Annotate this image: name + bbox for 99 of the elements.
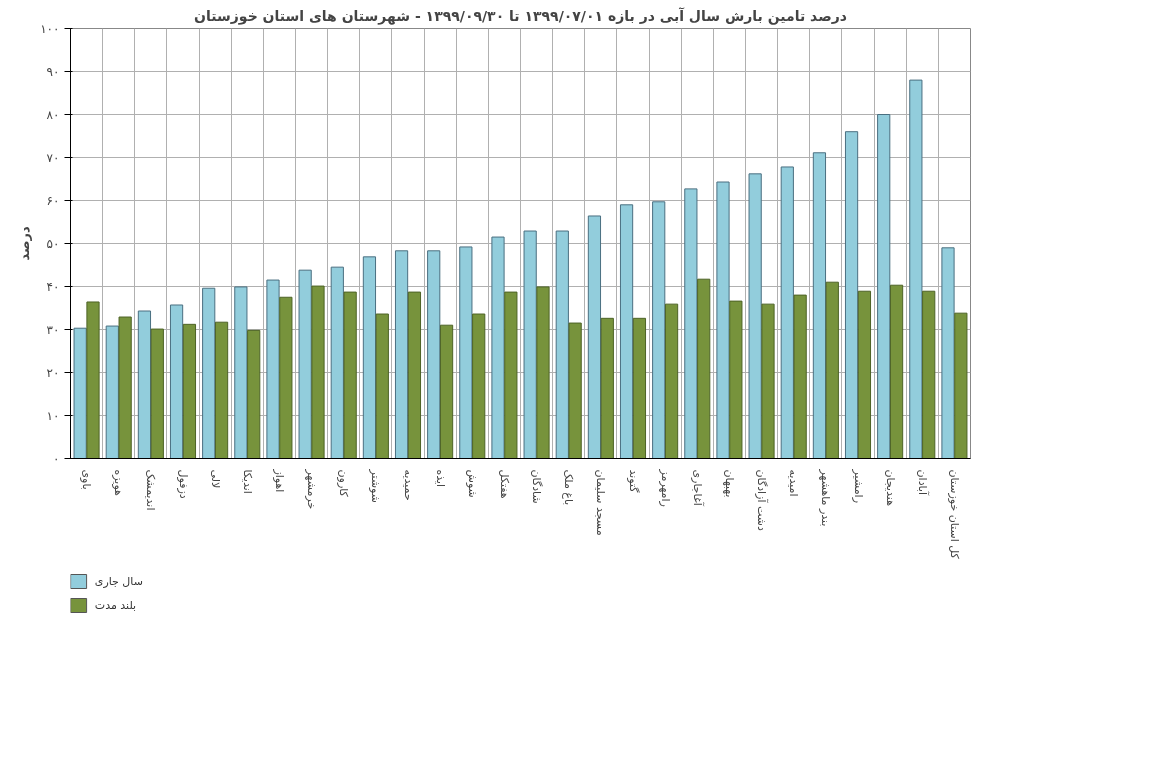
bar [652, 201, 666, 459]
bar [279, 296, 293, 459]
x-tick-label: رامشیر [851, 468, 865, 503]
bar [266, 279, 280, 459]
bar [427, 250, 441, 459]
x-tick-label: بهبهان [722, 469, 736, 498]
x-tick-label: امیدیه [787, 469, 801, 497]
y-axis-title: درصد [17, 226, 33, 261]
bar [343, 291, 357, 459]
bar [922, 290, 936, 459]
bar [697, 278, 711, 459]
x-tick-label: شوشتر [369, 468, 383, 504]
bar [780, 166, 794, 459]
x-tick-label: گتوند [626, 469, 640, 494]
bar [793, 294, 807, 459]
bar [844, 131, 859, 459]
x-tick-label: مسجد سلیمان [594, 469, 608, 536]
bar [375, 313, 389, 459]
y-tick-label: ۲۰ [46, 365, 60, 380]
bar [632, 317, 647, 459]
x-tick-label: آغاجاری [690, 469, 705, 507]
bar [234, 286, 248, 459]
x-tick-label: هندیجان [883, 469, 897, 507]
bar [600, 317, 614, 459]
bar [812, 152, 827, 459]
bar [439, 324, 454, 459]
x-tick-label: بندر ماهشهر [819, 468, 833, 527]
x-tick-label: اهواز [272, 468, 286, 493]
x-tick-label: لالی [208, 469, 222, 489]
bar [214, 321, 229, 459]
bar [941, 247, 955, 459]
bar [857, 290, 872, 459]
bar [761, 303, 775, 459]
bar [202, 287, 216, 459]
bar [311, 285, 325, 459]
x-tick-label: باوی [80, 469, 94, 490]
bar [729, 300, 743, 459]
y-tick-label: ۶۰ [46, 193, 60, 208]
bar [150, 328, 164, 459]
x-tick-label: هفتکل [497, 469, 511, 499]
legend-label: سال جاری [94, 575, 143, 588]
legend-label: بلند مدت [94, 599, 137, 612]
bar [472, 313, 486, 459]
y-tick-label: ۵۰ [46, 236, 60, 251]
bar [504, 291, 518, 459]
y-tick-label: ۱۰ [46, 408, 60, 423]
x-tick-label: اندیکا [240, 469, 254, 494]
bar [182, 323, 197, 459]
bar [748, 173, 762, 459]
bar [407, 291, 422, 459]
bar [825, 281, 839, 459]
x-tick-label: حمیدیه [401, 469, 415, 501]
x-tick-label: خرمشهر [305, 468, 319, 510]
bar [909, 79, 923, 459]
bar [587, 215, 602, 459]
x-tick-label: اندیمشک [144, 469, 158, 511]
bar [73, 327, 87, 459]
bar [362, 256, 377, 459]
bar [568, 322, 582, 459]
x-tick-label: هویزه [112, 469, 126, 497]
x-tick-label: کل استان خوزستان [947, 469, 961, 560]
bar [298, 269, 312, 459]
x-tick-label: باغ ملک [562, 469, 576, 506]
bar [118, 316, 132, 459]
bar [716, 181, 730, 459]
x-tick-label: دزفول [176, 469, 190, 499]
y-tick-label: ۴۰ [46, 279, 60, 294]
y-tick-label: ۳۰ [46, 322, 60, 337]
bar [536, 286, 550, 459]
bar [491, 236, 505, 459]
bar [889, 284, 904, 459]
x-tick-label: آبادان [915, 469, 930, 496]
x-tick-label: دشت آزادگان [755, 469, 770, 531]
x-tick-label: شوش [465, 469, 479, 498]
bar [684, 188, 698, 459]
bar [394, 250, 409, 459]
bar [954, 312, 968, 459]
bar [86, 301, 100, 459]
bar [523, 230, 537, 459]
bar [619, 204, 634, 459]
bar [105, 325, 119, 459]
bar [169, 304, 184, 459]
y-tick-label: ۱۰۰ [40, 21, 60, 36]
bar [555, 230, 569, 459]
x-tick-label: شادگان [530, 469, 544, 504]
x-tick-label: ایذه [433, 469, 447, 488]
bar [459, 246, 473, 459]
y-tick-label: ۹۰ [46, 64, 60, 79]
y-tick-label: ۰ [53, 451, 60, 466]
x-tick-label: رامهرمز [658, 468, 672, 507]
x-tick-label: کارون [337, 469, 351, 498]
bar [877, 114, 891, 459]
bar [330, 266, 344, 459]
y-tick-label: ۸۰ [46, 107, 60, 122]
chart-title: درصد تامین بارش سال آبی در بازه ۱۳۹۹/۰۷/۰۱ تا ۱۳۹۹/۰۹/۳۰ - شهرستان های استان خوزستان [194, 6, 847, 25]
bar [247, 329, 261, 459]
bar [137, 310, 152, 459]
bar [664, 303, 679, 459]
y-tick-label: ۷۰ [46, 150, 60, 165]
